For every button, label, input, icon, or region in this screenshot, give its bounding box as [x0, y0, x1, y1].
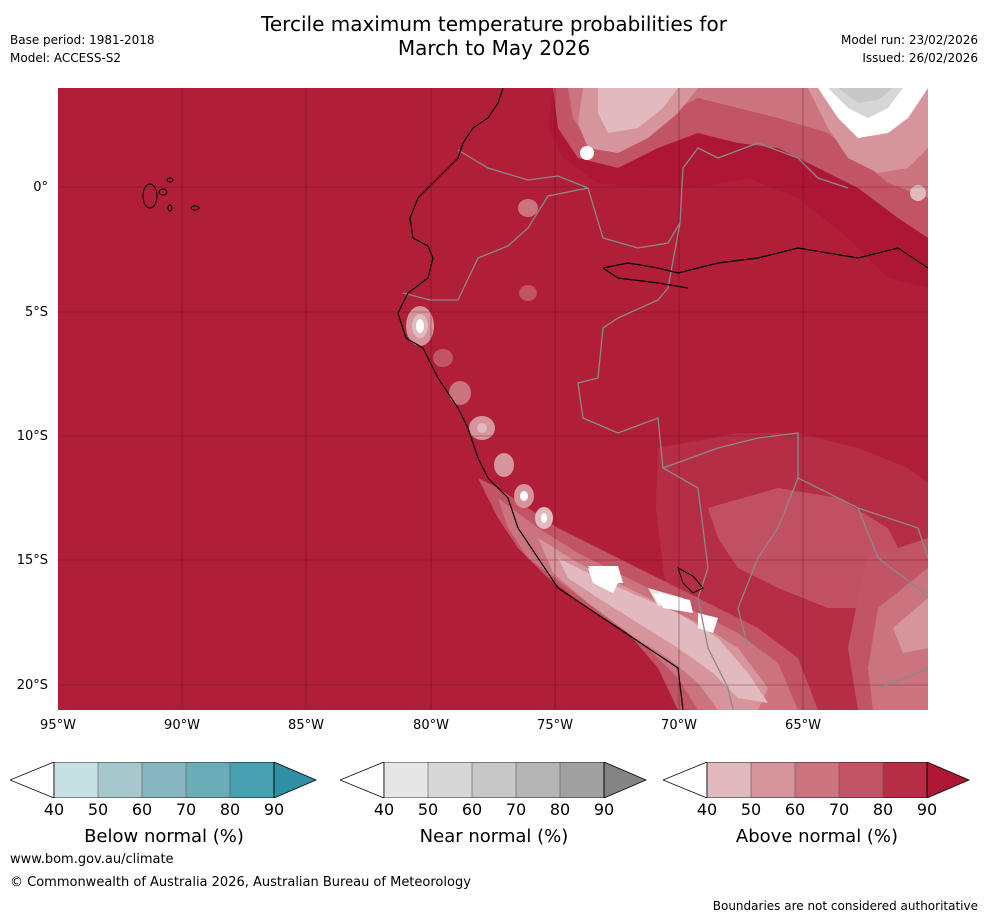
model-text: Model: ACCESS-S2 [10, 51, 122, 65]
tick-below-50: 50 [87, 800, 109, 819]
tick-above-60: 60 [784, 800, 806, 819]
lat-label-10s: 10°S [16, 429, 48, 444]
copyright-text: © Commonwealth of Australia 2026, Austra… [10, 875, 471, 890]
meta-left: Base period: 1981-2018 Model: ACCESS-S2 [10, 31, 155, 67]
tick-below-90: 90 [263, 800, 285, 819]
website-link[interactable]: www.bom.gov.au/climate [10, 852, 174, 867]
colorbar-below-normal [10, 762, 318, 798]
tick-near-50: 50 [417, 800, 439, 819]
model-run-text: Model run: 23/02/2026 [840, 33, 978, 47]
contour-regions [406, 88, 928, 710]
title-line-2: March to May 2026 [397, 36, 591, 60]
colorbar-near-normal [340, 762, 648, 798]
colorbar-above-title: Above normal (%) [735, 826, 899, 847]
lon-label-65w: 65°W [785, 718, 821, 733]
lon-label-75w: 75°W [537, 718, 573, 733]
lon-label-95w: 95°W [40, 718, 76, 733]
map-title: Tercile maximum temperature probabilitie… [0, 12, 988, 60]
tick-below-60: 60 [131, 800, 153, 819]
lon-label-70w: 70°W [661, 718, 697, 733]
boundaries-disclaimer: Boundaries are not considered authoritat… [712, 899, 978, 913]
tick-above-40: 40 [696, 800, 718, 819]
tick-above-80: 80 [872, 800, 894, 819]
meta-right: Model run: 23/02/2026 Issued: 26/02/2026 [841, 31, 978, 67]
tick-near-80: 80 [549, 800, 571, 819]
title-line-1: Tercile maximum temperature probabilitie… [261, 12, 727, 36]
tick-near-60: 60 [461, 800, 483, 819]
tick-above-90: 90 [916, 800, 938, 819]
coastline [397, 88, 928, 710]
tick-below-80: 80 [219, 800, 241, 819]
lake-titicaca [677, 566, 704, 594]
issued-text: Issued: 26/02/2026 [862, 51, 978, 65]
tick-above-50: 50 [740, 800, 762, 819]
lat-label-5s: 5°S [24, 305, 48, 320]
base-period-text: Base period: 1981-2018 [10, 33, 155, 47]
tick-near-40: 40 [373, 800, 395, 819]
tick-near-70: 70 [505, 800, 527, 819]
country-borders [402, 142, 928, 710]
tick-below-40: 40 [43, 800, 65, 819]
lon-label-80w: 80°W [413, 718, 449, 733]
tick-above-70: 70 [828, 800, 850, 819]
colorbar-below-title: Below normal (%) [84, 826, 244, 847]
colorbar-above-normal [663, 762, 971, 798]
lat-label-20s: 20°S [16, 678, 48, 693]
map-gridlines [58, 88, 928, 710]
probability-map [58, 88, 928, 710]
colorbar-near-title: Near normal (%) [419, 826, 569, 847]
lon-label-85w: 85°W [288, 718, 324, 733]
tick-near-90: 90 [593, 800, 615, 819]
lat-label-15s: 15°S [16, 553, 48, 568]
galapagos-islands [142, 177, 200, 212]
lon-label-90w: 90°W [164, 718, 200, 733]
tick-below-70: 70 [175, 800, 197, 819]
lat-label-0: 0° [33, 180, 48, 195]
